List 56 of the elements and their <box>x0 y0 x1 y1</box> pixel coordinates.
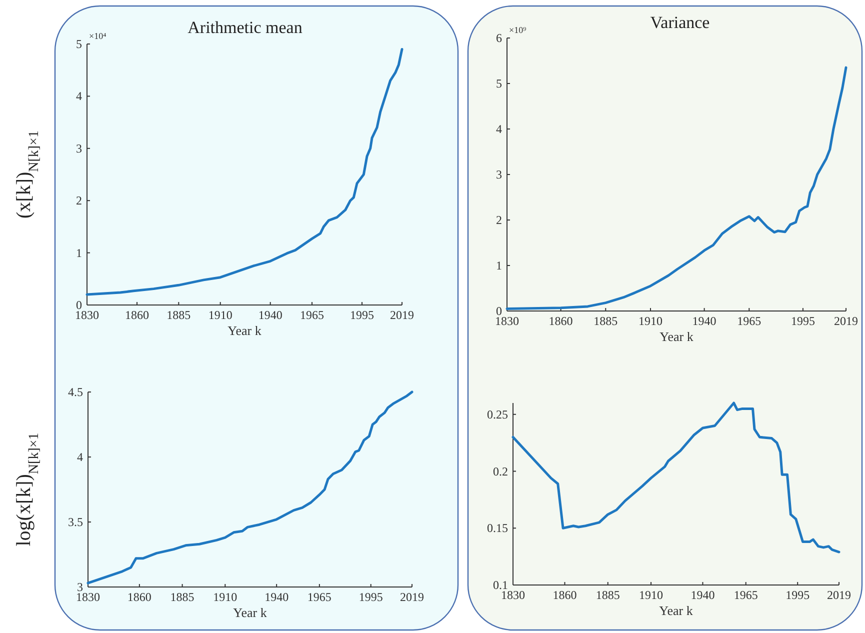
chart-title: Arithmetic mean <box>188 18 303 37</box>
x-tick-label: 1995 <box>790 314 815 328</box>
x-tick-label: 1940 <box>690 588 715 602</box>
chart-title: Variance <box>650 13 710 32</box>
x-tick-label: 1910 <box>638 588 663 602</box>
x-tick-label: 1995 <box>358 590 383 604</box>
y-tick-label: 4.5 <box>68 385 83 399</box>
x-tick-label: 1965 <box>307 590 332 604</box>
y-tick-label: 3 <box>76 141 82 156</box>
y-tick-label: 4 <box>77 450 83 464</box>
x-tick-label: 2019 <box>390 308 414 322</box>
x-tick-label: 1940 <box>264 590 289 604</box>
x-tick-label: 1940 <box>692 314 716 328</box>
y-tick-label: 2 <box>76 194 82 208</box>
y-tick-label: 0.15 <box>487 521 508 536</box>
y-tick-label: 4 <box>76 89 82 104</box>
x-tick-label: 2019 <box>827 588 851 602</box>
line-series <box>512 402 840 554</box>
x-tick-label: 1860 <box>125 308 149 322</box>
x-tick-label: 1965 <box>734 588 758 602</box>
x-tick-label: 1885 <box>166 308 191 322</box>
y-tick-label: 0.25 <box>487 407 508 422</box>
text: ×10⁴ <box>89 31 106 41</box>
y-tick-label: 5 <box>496 76 502 90</box>
x-tick-label: 2019 <box>400 590 424 604</box>
x-tick-label: 1965 <box>737 314 762 328</box>
x-tick-label: 1940 <box>258 308 282 322</box>
text: ×10⁹ <box>509 25 526 35</box>
x-axis-title: Year k <box>228 323 262 338</box>
x-tick-label: 1965 <box>300 308 324 322</box>
x-tick-label: 2019 <box>834 314 858 328</box>
y-tick-label: 4 <box>496 122 502 136</box>
x-tick-label: 1995 <box>350 308 374 322</box>
x-tick-label: 1995 <box>786 588 810 602</box>
line-series <box>86 48 404 296</box>
x-tick-label: 1910 <box>638 314 662 328</box>
x-tick-label: 1885 <box>596 588 620 602</box>
x-axis-title: Year k <box>659 603 694 618</box>
x-tick-label: 1885 <box>594 314 618 328</box>
line-series <box>86 390 414 584</box>
x-tick-label: 1910 <box>208 308 232 322</box>
y-tick-label: 0.2 <box>493 464 508 478</box>
x-axis-title: Year k <box>233 605 268 620</box>
x-tick-label: 1860 <box>548 314 573 328</box>
y-tick-label: 5 <box>76 37 82 51</box>
x-tick-label: 1910 <box>213 590 238 604</box>
y-tick-label: 6 <box>496 31 502 45</box>
x-tick-label: 1885 <box>170 590 194 604</box>
x-tick-label: 1860 <box>127 590 152 604</box>
y-tick-label: 2 <box>496 213 502 227</box>
y-tick-label: 1 <box>76 246 82 260</box>
y-tick-label: 3.5 <box>68 515 83 529</box>
y-tick-label: 3 <box>496 168 502 182</box>
y-tick-label: 1 <box>496 258 502 272</box>
x-tick-label: 1860 <box>552 588 577 602</box>
x-axis-title: Year k <box>660 329 694 344</box>
